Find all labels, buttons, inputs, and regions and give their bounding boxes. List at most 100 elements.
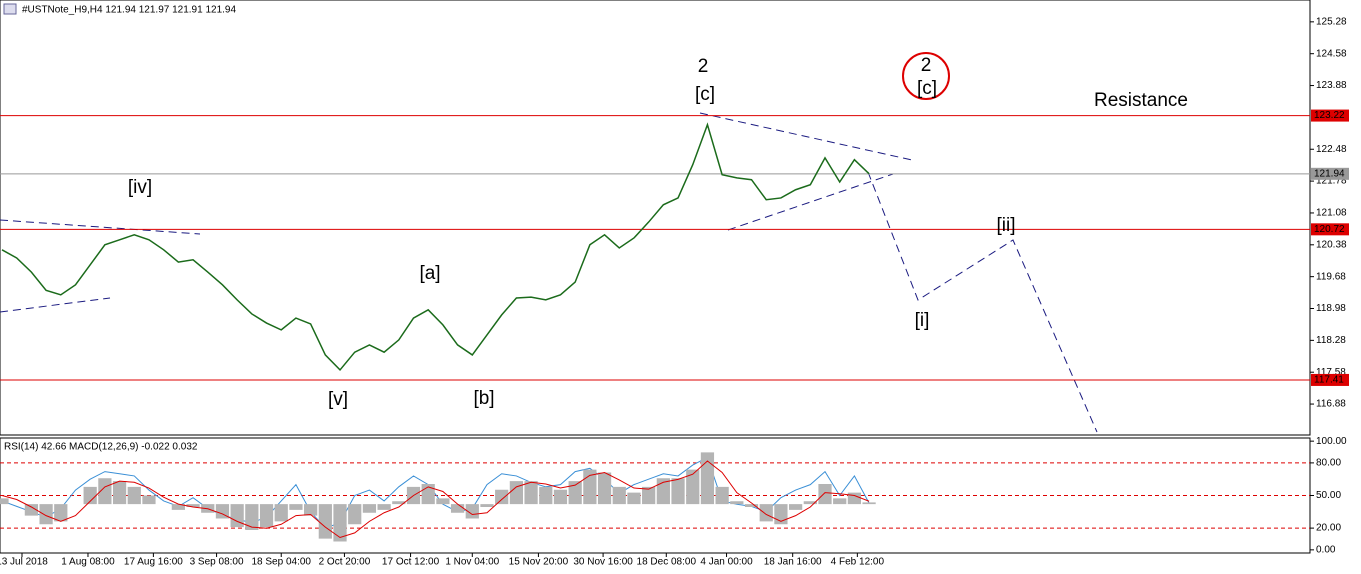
y-tick-label: 120.38: [1316, 239, 1347, 250]
macd-bar: [377, 504, 391, 510]
y-tick-label: 123.88: [1316, 80, 1347, 91]
macd-bar: [83, 486, 97, 505]
macd-bar: [171, 504, 185, 510]
y-tick-label: 122.48: [1316, 144, 1347, 155]
macd-bar: [495, 489, 509, 505]
wave-label: [i]: [915, 310, 930, 331]
x-tick-label: 15 Nov 20:00: [509, 557, 569, 568]
macd-bar: [774, 504, 788, 525]
macd-bar: [730, 501, 744, 505]
macd-bar: [803, 501, 817, 505]
wave-label: [c]: [917, 78, 937, 99]
x-tick-label: 1 Nov 04:00: [445, 557, 499, 568]
wave-label: 2: [921, 55, 932, 76]
macd-bar: [186, 504, 200, 507]
macd-bar: [627, 492, 641, 505]
macd-bar: [847, 492, 862, 505]
x-tick-label: 3 Sep 08:00: [190, 557, 244, 568]
macd-bar: [127, 486, 141, 505]
wave-label: [c]: [695, 84, 715, 105]
y-tick-label: 0.00: [1316, 544, 1336, 555]
macd-bar: [230, 504, 244, 528]
macd-bar: [245, 504, 259, 530]
macd-bar: [318, 504, 332, 539]
y-tick-label: 121.08: [1316, 208, 1347, 219]
y-tick-label: 116.88: [1316, 399, 1346, 410]
wave-label: Resistance: [1094, 90, 1188, 111]
macd-bar: [862, 502, 876, 505]
y-tick-label: 119.68: [1316, 271, 1346, 282]
y-tick-label: 80.00: [1316, 458, 1341, 469]
level-label: 121.94: [1314, 168, 1345, 179]
x-tick-label: 2 Oct 20:00: [319, 557, 371, 568]
macd-bar: [54, 504, 68, 522]
level-label: 123.22: [1314, 110, 1345, 121]
macd-bar: [700, 452, 715, 505]
indicator-title: RSI(14) 42.66 MACD(12,26,9) -0.022 0.032: [4, 442, 198, 453]
macd-bar: [524, 481, 538, 505]
macd-bar: [333, 504, 347, 542]
macd-bar: [789, 504, 803, 510]
y-tick-label: 118.28: [1316, 335, 1346, 346]
y-tick-label: 20.00: [1316, 523, 1341, 534]
macd-bar: [642, 486, 656, 505]
y-tick-label: 121.78: [1316, 176, 1347, 187]
macd-bar: [509, 481, 523, 505]
macd-bar: [759, 504, 773, 522]
macd-bar: [112, 481, 127, 505]
wave-label: [a]: [419, 263, 440, 284]
macd-bar: [671, 478, 685, 505]
macd-bar: [450, 504, 465, 513]
macd-bar: [98, 478, 112, 505]
x-tick-label: 4 Jan 00:00: [700, 557, 753, 568]
y-tick-label: 100.00: [1316, 436, 1347, 447]
chart-title: #USTNote_H9,H4 121.94 121.97 121.91 121.…: [22, 5, 236, 16]
y-tick-label: 118.98: [1316, 303, 1346, 314]
macd-bar: [142, 495, 156, 505]
level-tag: [1311, 223, 1349, 236]
macd-bar: [362, 504, 377, 513]
icon: [3, 3, 17, 15]
macd-bar: [612, 486, 626, 505]
wave-label: [b]: [473, 388, 494, 409]
macd-bar: [833, 498, 847, 505]
macd-bar: [568, 481, 582, 505]
indicator-line: [1, 460, 870, 539]
x-tick-label: 18 Sep 04:00: [251, 557, 311, 568]
x-tick-label: 17 Oct 12:00: [382, 557, 440, 568]
macd-bar: [553, 489, 568, 505]
macd-bar: [348, 504, 362, 525]
x-tick-label: 13 Jul 2018: [0, 557, 48, 568]
price-line: [1, 122, 870, 372]
level-tag: [1311, 373, 1349, 386]
macd-bar: [304, 504, 318, 516]
macd-bar: [24, 504, 39, 516]
y-tick-label: 50.00: [1316, 490, 1341, 501]
trend-lines: [0, 112, 1098, 433]
macd-bar: [392, 501, 406, 505]
macd-bar: [39, 504, 53, 525]
macd-bar: [289, 504, 303, 510]
level-label: 117.41: [1314, 375, 1344, 386]
macd-bar: [480, 504, 494, 507]
macd-bar: [274, 504, 288, 522]
wave-label: [iv]: [128, 177, 152, 198]
macd-bar: [436, 498, 450, 505]
macd-bar: [597, 472, 612, 505]
macd-bar: [215, 504, 230, 519]
x-tick-label: 17 Aug 16:00: [124, 557, 183, 568]
price-pane: [0, 0, 1311, 436]
level-tag: [1311, 109, 1349, 122]
macd-bar: [744, 504, 759, 507]
macd-bar: [686, 469, 700, 505]
macd-bar: [656, 478, 670, 505]
y-tick-label: 125.28: [1316, 16, 1347, 27]
x-tick-label: 18 Dec 08:00: [637, 557, 697, 568]
macd-bar: [539, 486, 553, 505]
macd-bar: [715, 486, 729, 505]
wave-circle: [902, 52, 950, 100]
macd-bar: [465, 504, 479, 519]
macd-bar: [0, 498, 9, 505]
level-tag: [1311, 167, 1349, 180]
